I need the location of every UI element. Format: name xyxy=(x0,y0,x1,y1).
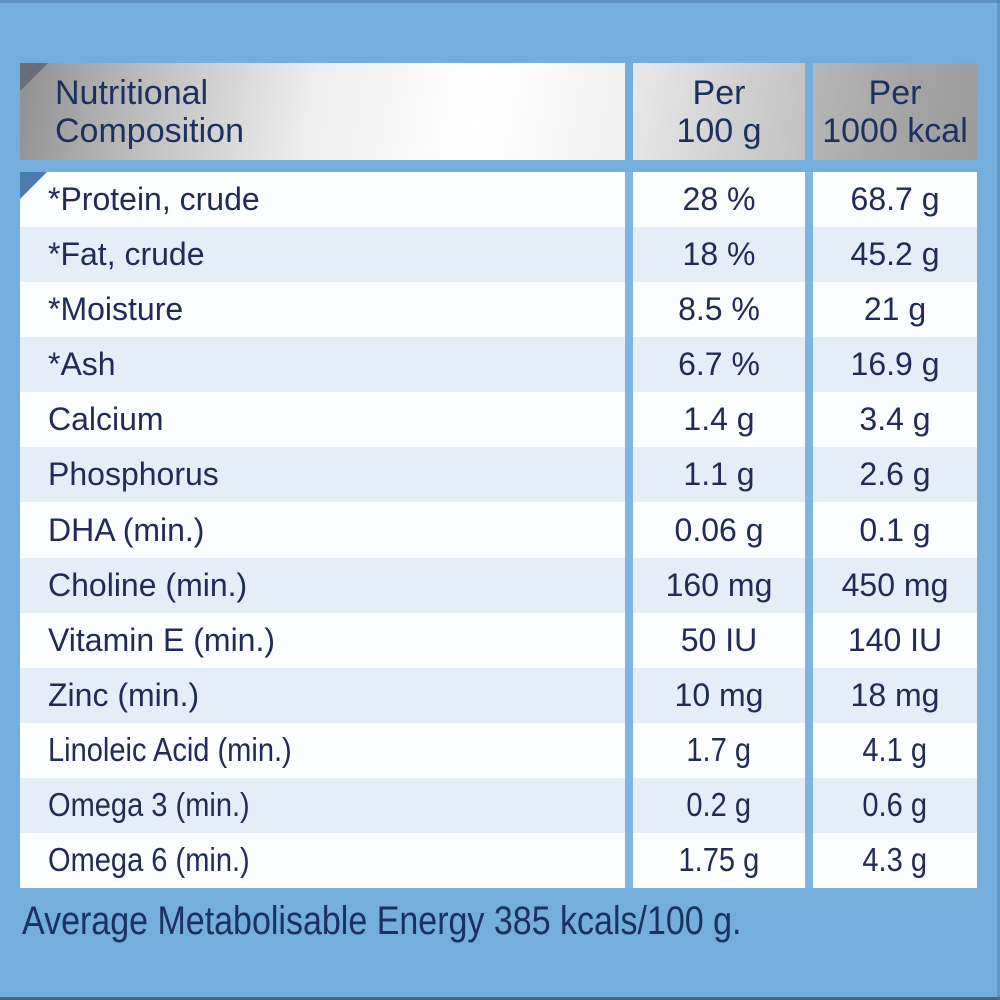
table-row-per100g: 160 mg xyxy=(633,557,805,613)
row-value-text: 6.7 % xyxy=(678,346,760,383)
table-row-per1000kcal: 68.7 g xyxy=(813,172,977,228)
top-edge-line xyxy=(0,0,1000,3)
row-label-text: *Protein, crude xyxy=(48,181,260,218)
table-row-label: Linoleic Acid (min.) xyxy=(20,722,625,778)
row-value-text: 21 g xyxy=(863,291,927,328)
row-value-text: 16.9 g xyxy=(850,346,940,383)
table-row-per100g: 6.7 % xyxy=(633,337,805,393)
table-row-label: *Fat, crude xyxy=(20,227,625,283)
table-row-per100g: 28 % xyxy=(633,172,805,228)
table-row-label: Choline (min.) xyxy=(20,557,625,613)
header-per-1000kcal: Per 1000 kcal xyxy=(813,63,977,160)
table-body: *Protein, crude 28 % 68.7 g *Fat, crude … xyxy=(20,172,977,889)
header-col1-line2: Composition xyxy=(55,111,244,150)
column-divider-1 xyxy=(625,172,633,888)
table-row-per1000kcal: 4.3 g xyxy=(813,832,977,889)
table-row-per1000kcal: 0.1 g xyxy=(813,502,977,558)
table-row-label: *Protein, crude xyxy=(20,172,625,228)
row-label-text: *Moisture xyxy=(48,291,184,328)
table-row-per100g: 0.06 g xyxy=(633,502,805,558)
row-label-text: Omega 3 (min.) xyxy=(48,786,250,824)
table-row-per1000kcal: 2.6 g xyxy=(813,447,977,503)
row-value-text: 18 % xyxy=(682,236,756,273)
row-value-text: 0.06 g xyxy=(674,511,764,548)
table-row-per100g: 0.2 g xyxy=(633,777,805,833)
row-value-text: 450 mg xyxy=(841,566,949,603)
table-row-per100g: 10 mg xyxy=(633,667,805,723)
row-value-text: 8.5 % xyxy=(678,291,760,328)
row-label-text: Omega 6 (min.) xyxy=(48,841,250,879)
row-label-text: *Ash xyxy=(48,346,116,383)
column-divider-2 xyxy=(805,172,813,888)
header-nutritional-composition: Nutritional Composition xyxy=(20,63,625,160)
table-row-label: Zinc (min.) xyxy=(20,667,625,723)
table-row-per1000kcal: 21 g xyxy=(813,282,977,338)
row-label-text: Phosphorus xyxy=(48,456,219,493)
row-value-text: 68.7 g xyxy=(850,181,940,218)
row-value-text: 50 IU xyxy=(680,621,758,658)
table-row-per1000kcal: 18 mg xyxy=(813,667,977,723)
row-value-text: 160 mg xyxy=(665,566,773,603)
row-value-text: 3.4 g xyxy=(859,401,931,438)
row-value-text: 1.7 g xyxy=(686,731,752,769)
table-row-per1000kcal: 16.9 g xyxy=(813,337,977,393)
header-col2-line2: 100 g xyxy=(676,111,762,150)
row-label-text: Linoleic Acid (min.) xyxy=(48,731,292,769)
metabolisable-energy-note: Average Metabolisable Energy 385 kcals/1… xyxy=(22,895,868,947)
metabolisable-energy-text: Average Metabolisable Energy 385 kcals/1… xyxy=(22,898,742,943)
table-row-label: Calcium xyxy=(20,392,625,448)
table-row-per1000kcal: 0.6 g xyxy=(813,777,977,833)
header-col3-line1: Per xyxy=(868,73,922,112)
header-col2-line1: Per xyxy=(692,73,746,112)
row-value-text: 0.1 g xyxy=(859,511,931,548)
table-row-label: Vitamin E (min.) xyxy=(20,612,625,668)
table-row-per100g: 18 % xyxy=(633,227,805,283)
header-col1-line1: Nutritional xyxy=(55,73,209,112)
row-label-text: Calcium xyxy=(48,401,164,438)
table-row-label: DHA (min.) xyxy=(20,502,625,558)
row-value-text: 1.1 g xyxy=(683,456,755,493)
table-row-per100g: 8.5 % xyxy=(633,282,805,338)
table-row-per1000kcal: 3.4 g xyxy=(813,392,977,448)
right-edge-line xyxy=(997,0,1000,1000)
table-row-label: *Moisture xyxy=(20,282,625,338)
row-label-text: Zinc (min.) xyxy=(48,676,200,713)
row-value-text: 0.2 g xyxy=(686,786,752,824)
row-value-text: 140 IU xyxy=(847,621,943,658)
table-row-label: *Ash xyxy=(20,337,625,393)
row-value-text: 1.75 g xyxy=(678,841,760,879)
table-row-per100g: 1.75 g xyxy=(633,832,805,889)
header-col3-line2: 1000 kcal xyxy=(822,111,968,150)
row-label-text: Choline (min.) xyxy=(48,566,248,603)
row-value-text: 4.3 g xyxy=(862,841,928,879)
table-row-per1000kcal: 450 mg xyxy=(813,557,977,613)
nutrition-table: Nutritional Composition Per 100 g Per 10… xyxy=(20,63,977,889)
row-value-text: 2.6 g xyxy=(859,456,931,493)
table-row-per1000kcal: 4.1 g xyxy=(813,722,977,778)
table-row-label: Omega 3 (min.) xyxy=(20,777,625,833)
table-row-per100g: 1.4 g xyxy=(633,392,805,448)
table-row-per100g: 1.1 g xyxy=(633,447,805,503)
row-label-text: Vitamin E (min.) xyxy=(48,621,276,658)
table-row-per1000kcal: 45.2 g xyxy=(813,227,977,283)
table-row-per1000kcal: 140 IU xyxy=(813,612,977,668)
row-value-text: 4.1 g xyxy=(862,731,928,769)
row-value-text: 10 mg xyxy=(674,676,764,713)
table-row-label: Omega 6 (min.) xyxy=(20,832,625,889)
bottom-edge-line xyxy=(0,997,1000,1000)
row-label-text: *Fat, crude xyxy=(48,236,205,273)
row-value-text: 45.2 g xyxy=(850,236,940,273)
table-row-per100g: 1.7 g xyxy=(633,722,805,778)
row-label-text: DHA (min.) xyxy=(48,511,205,548)
row-value-text: 0.6 g xyxy=(862,786,928,824)
row-value-text: 18 mg xyxy=(850,676,940,713)
header-per-100g: Per 100 g xyxy=(633,63,805,160)
table-row-per100g: 50 IU xyxy=(633,612,805,668)
table-header-row: Nutritional Composition Per 100 g Per 10… xyxy=(20,63,977,160)
row-value-text: 28 % xyxy=(682,181,756,218)
row-value-text: 1.4 g xyxy=(683,401,755,438)
table-row-label: Phosphorus xyxy=(20,447,625,503)
